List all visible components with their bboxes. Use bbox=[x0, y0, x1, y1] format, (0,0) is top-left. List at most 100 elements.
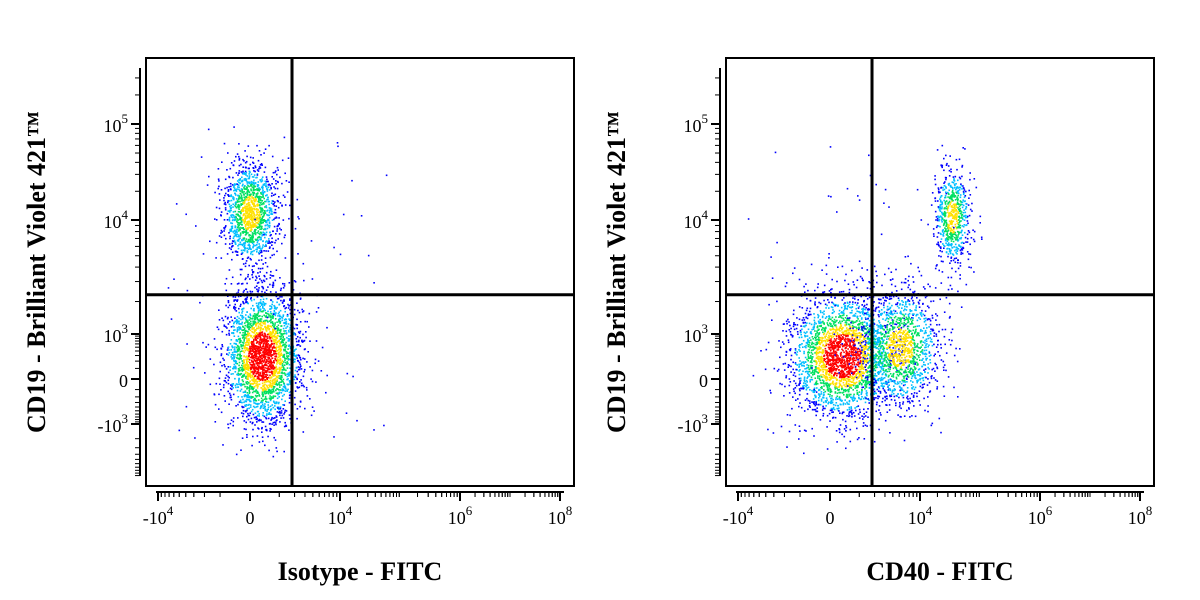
x-axis-title: Isotype - FITC bbox=[278, 557, 443, 586]
data-point bbox=[245, 217, 248, 220]
data-point bbox=[258, 243, 260, 245]
data-point bbox=[265, 221, 268, 224]
data-point bbox=[822, 401, 825, 404]
data-point bbox=[246, 296, 248, 299]
data-point bbox=[288, 345, 290, 347]
data-point bbox=[293, 376, 296, 378]
data-point bbox=[303, 279, 305, 282]
data-point bbox=[239, 328, 242, 330]
data-point bbox=[229, 207, 232, 210]
data-point bbox=[267, 376, 270, 379]
data-point bbox=[262, 354, 264, 356]
data-point bbox=[261, 391, 264, 393]
data-point bbox=[228, 376, 230, 379]
data-point bbox=[265, 416, 267, 419]
data-point bbox=[309, 366, 311, 368]
data-point bbox=[808, 343, 810, 346]
data-point bbox=[270, 186, 272, 189]
data-point bbox=[283, 361, 285, 363]
data-point bbox=[267, 406, 270, 409]
data-point bbox=[256, 189, 258, 191]
data-point bbox=[264, 302, 267, 305]
data-point bbox=[237, 370, 240, 372]
data-point bbox=[803, 365, 805, 367]
data-point bbox=[246, 362, 248, 365]
data-point bbox=[240, 318, 242, 321]
data-point bbox=[234, 354, 236, 356]
data-point bbox=[226, 327, 228, 329]
data-point bbox=[780, 425, 783, 428]
data-point bbox=[279, 378, 282, 380]
data-point bbox=[275, 339, 277, 342]
data-point bbox=[250, 317, 252, 320]
data-point bbox=[251, 208, 254, 211]
data-point bbox=[244, 198, 246, 200]
data-point bbox=[262, 263, 264, 265]
data-point bbox=[276, 250, 278, 253]
data-point bbox=[259, 358, 262, 361]
data-point bbox=[266, 349, 268, 352]
data-point bbox=[248, 339, 250, 342]
data-point bbox=[251, 318, 254, 320]
data-point bbox=[251, 220, 254, 223]
data-point bbox=[242, 300, 244, 303]
data-point bbox=[883, 371, 885, 374]
data-point bbox=[244, 298, 246, 301]
data-point bbox=[256, 288, 258, 291]
data-point bbox=[836, 407, 838, 410]
data-point bbox=[247, 418, 250, 421]
data-point bbox=[227, 200, 229, 202]
data-point bbox=[232, 417, 235, 419]
data-point bbox=[241, 239, 243, 242]
data-point bbox=[236, 205, 239, 208]
data-point bbox=[251, 250, 254, 253]
data-point bbox=[231, 276, 234, 279]
data-point bbox=[245, 186, 248, 188]
data-point bbox=[236, 340, 239, 342]
data-point bbox=[270, 241, 273, 243]
data-point bbox=[833, 408, 836, 411]
data-point bbox=[259, 355, 262, 357]
data-point bbox=[284, 234, 286, 236]
data-point bbox=[253, 398, 255, 401]
data-point bbox=[253, 338, 255, 341]
data-point bbox=[785, 354, 787, 356]
data-point bbox=[812, 338, 814, 340]
data-point bbox=[274, 378, 276, 380]
data-point bbox=[855, 374, 857, 377]
data-point bbox=[226, 212, 229, 215]
data-point bbox=[263, 171, 266, 173]
data-point bbox=[220, 189, 223, 191]
data-point bbox=[275, 216, 278, 218]
data-point bbox=[834, 386, 836, 389]
data-point bbox=[285, 345, 287, 348]
data-point bbox=[831, 306, 834, 309]
data-point bbox=[236, 345, 239, 347]
data-point bbox=[294, 334, 297, 336]
data-point bbox=[270, 195, 273, 197]
data-point bbox=[246, 222, 248, 225]
data-point bbox=[836, 331, 839, 334]
data-point bbox=[254, 197, 257, 200]
data-point bbox=[226, 353, 228, 355]
data-point bbox=[262, 399, 264, 401]
data-point bbox=[245, 210, 247, 213]
data-point bbox=[252, 383, 254, 385]
data-point bbox=[244, 209, 247, 211]
data-point bbox=[261, 372, 264, 375]
data-point bbox=[255, 325, 257, 327]
data-point bbox=[243, 213, 245, 215]
data-point bbox=[259, 378, 261, 381]
data-point bbox=[242, 228, 245, 231]
data-point bbox=[246, 324, 249, 327]
data-point bbox=[257, 350, 260, 353]
data-point bbox=[293, 360, 296, 363]
data-point bbox=[850, 320, 853, 323]
data-point bbox=[859, 368, 862, 371]
data-point bbox=[240, 303, 242, 306]
data-point bbox=[266, 343, 269, 346]
data-point bbox=[256, 208, 259, 211]
data-point bbox=[257, 267, 260, 270]
data-point bbox=[269, 316, 272, 319]
data-point bbox=[276, 199, 279, 202]
